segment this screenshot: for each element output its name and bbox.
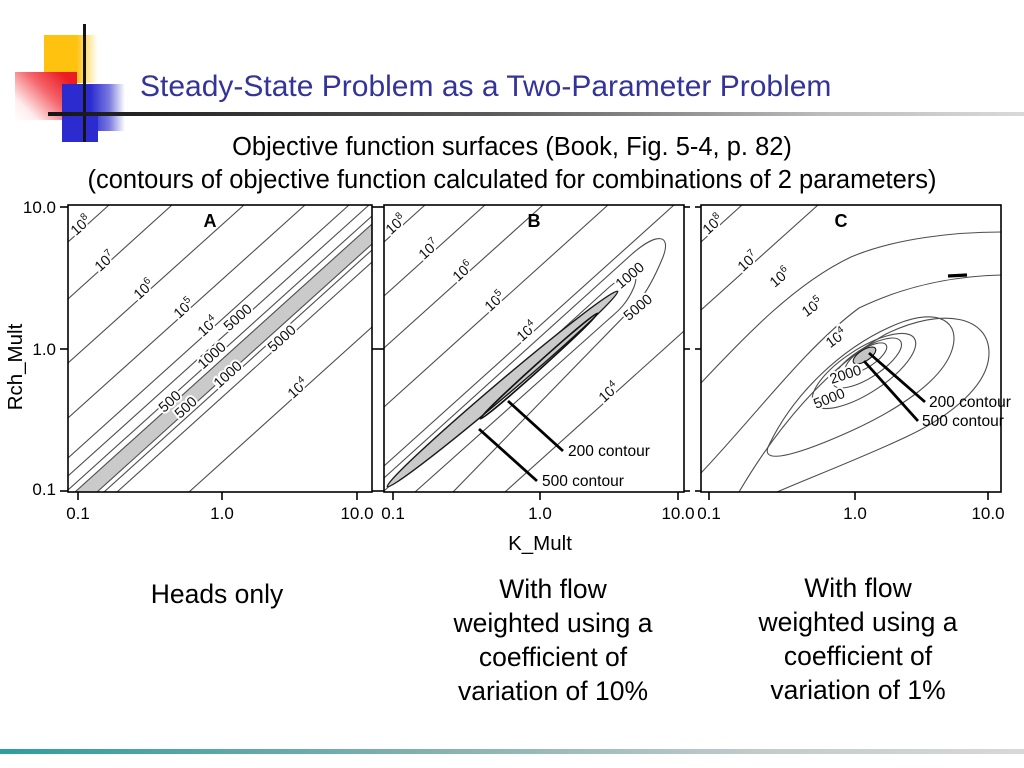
callout-500-contour: 500 contour — [542, 473, 624, 490]
contour-plot-c: 108 107 106 105 104 2000 5000 200 contou… — [695, 204, 1011, 523]
contour-label-1e4-lower: 104 — [284, 374, 312, 402]
caption-line: variation of 10% — [457, 676, 649, 706]
contour-lines-a — [68, 205, 372, 492]
x-tick-01: 0.1 — [697, 504, 721, 523]
caption-line: Heads only — [150, 579, 284, 609]
contour-label-1e4-lower: 104 — [595, 378, 623, 406]
x-tick-01: 0.1 — [381, 504, 405, 523]
contour-label-1e4: 104 — [513, 317, 541, 345]
y-tick-10: 10.0 — [23, 198, 56, 217]
x-tick-1: 1.0 — [210, 504, 234, 523]
contour-label-1e5: 105 — [481, 287, 509, 315]
dash-mark — [947, 273, 968, 278]
callout-200-contour: 200 contour — [929, 394, 1011, 411]
contour-label-1e6: 106 — [449, 257, 477, 285]
callout-500-contour: 500 contour — [922, 413, 1004, 430]
axis-ticks-a — [60, 206, 378, 500]
callouts-b: 200 contour 500 contour — [478, 399, 650, 490]
callout-200-contour: 200 contour — [568, 443, 650, 460]
caption-line: coefficient of — [478, 642, 628, 672]
bottom-rule — [0, 749, 1024, 754]
valley-ellipse-500 — [386, 290, 619, 488]
caption-panel-a: Heads only — [97, 577, 337, 611]
y-tick-01: 0.1 — [32, 480, 56, 499]
title-underline-rule — [48, 112, 1024, 116]
axis-ticks-c — [695, 206, 989, 500]
logo-vertical-line — [83, 24, 86, 142]
x-tick-1: 1.0 — [528, 504, 552, 523]
caption-panel-b: With flow weighted using a coefficient o… — [433, 572, 673, 708]
contour-lines-b — [384, 205, 684, 492]
x-axis-label: K_Mult — [508, 532, 572, 555]
contour-label-1e7: 107 — [734, 247, 762, 275]
contour-label-1e4: 104 — [822, 324, 850, 352]
contour-label-1e6: 106 — [766, 263, 795, 291]
subtitle: Objective function surfaces (Book, Fig. … — [0, 131, 1024, 197]
subtitle-line-1: Objective function surfaces (Book, Fig. … — [232, 133, 792, 161]
caption-panel-c: With flow weighted using a coefficient o… — [738, 571, 978, 707]
caption-line: coefficient of — [783, 641, 933, 671]
callouts-c: 200 contour 500 contour — [862, 351, 1011, 430]
contour-label-5000: 5000 — [621, 291, 656, 324]
y-tick-1: 1.0 — [32, 340, 56, 359]
caption-line: With flow — [804, 573, 912, 603]
panel-letter-a: A — [204, 211, 217, 231]
contour-label-1e8: 108 — [699, 210, 727, 238]
slide-title: Steady-State Problem as a Two-Parameter … — [140, 70, 832, 103]
y-axis-label: Rch_Mult — [4, 323, 27, 410]
panel-letter-b: B — [528, 211, 541, 231]
caption-line: weighted using a — [453, 608, 653, 638]
caption-line: variation of 1% — [770, 675, 946, 705]
plot-frame-c — [700, 204, 1002, 493]
x-tick-01: 0.1 — [66, 504, 90, 523]
x-tick-10: 10.0 — [971, 504, 1004, 523]
contour-label-1e5: 105 — [170, 294, 198, 322]
contour-label-1e7: 107 — [415, 235, 443, 263]
caption-line: weighted using a — [758, 607, 958, 637]
x-tick-1: 1.0 — [843, 504, 867, 523]
contour-lines-c — [701, 205, 1001, 492]
x-tick-10: 10.0 — [661, 504, 694, 523]
x-tick-10: 10.0 — [340, 504, 373, 523]
contour-label-1e4: 104 — [194, 312, 222, 340]
axis-ticks-b — [378, 206, 690, 500]
contour-plot-a: 108 107 106 105 104 5000 1000 500 500 10… — [4, 198, 378, 523]
minimum-region-200 — [852, 346, 877, 365]
subtitle-line-2: (contours of objective function calculat… — [87, 166, 937, 194]
contour-label-1000: 1000 — [613, 259, 648, 292]
contour-plot-b: 108 107 106 105 104 1000 5000 104 200 co… — [378, 204, 695, 555]
contour-label-1e6: 106 — [130, 275, 158, 303]
contour-label-5000: 5000 — [221, 301, 256, 334]
logo-blue-square-lower — [62, 115, 98, 142]
contour-label-1e7: 107 — [91, 247, 119, 275]
contour-label-1e5: 105 — [798, 293, 826, 321]
contour-label-1e8: 108 — [382, 210, 410, 238]
panel-letter-c: C — [835, 211, 848, 231]
caption-line: With flow — [499, 574, 607, 604]
valley-ellipse-200 — [479, 312, 599, 420]
contour-label-1e8: 108 — [67, 211, 95, 239]
